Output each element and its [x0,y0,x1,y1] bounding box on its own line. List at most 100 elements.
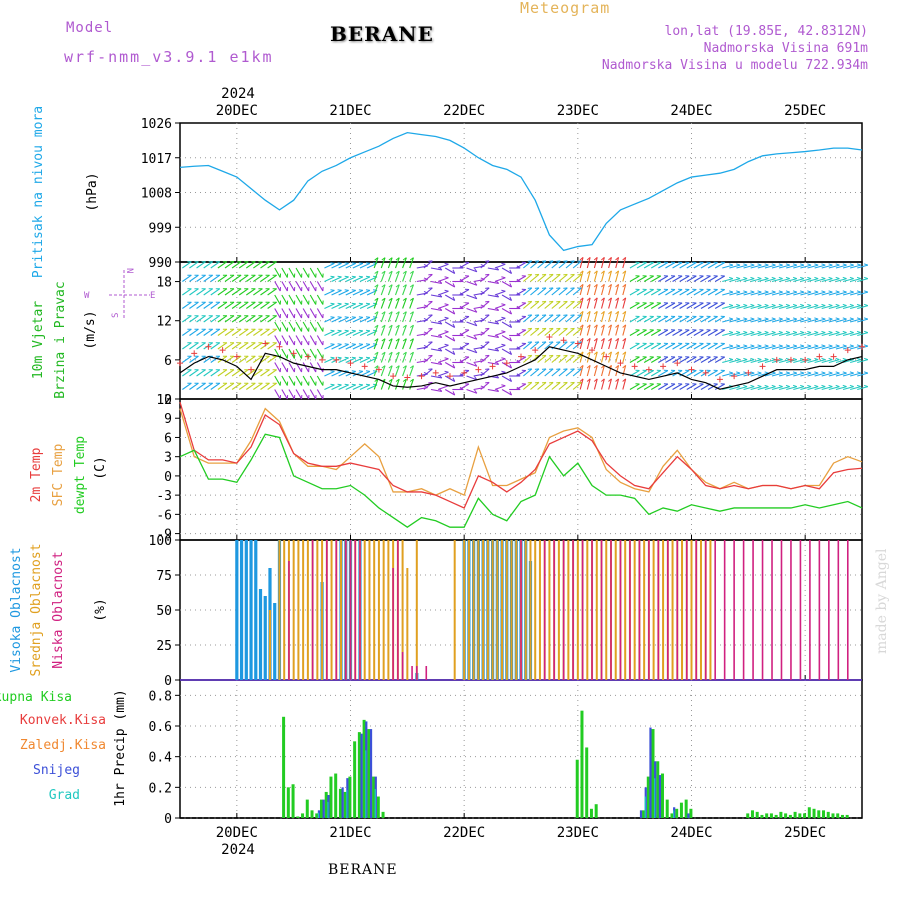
wind-barb-head [452,377,456,382]
wind-barb [480,301,490,309]
wind-barb [636,329,647,336]
wind-barb [345,289,356,296]
wind-barb [430,375,442,379]
wind-barb [245,301,256,309]
wind-barb-head [750,290,755,293]
wind-barb [764,386,776,391]
wind-barb [437,371,449,377]
wind-barb [224,342,235,350]
wind-barb-head [743,263,748,266]
mid-cloud-bar [538,540,541,680]
wind-barb [494,344,506,350]
total-precip-bar [803,813,807,818]
wind-barb-head [593,337,598,342]
high-cloud-bar [244,540,248,680]
wind-barb-head [728,303,734,307]
wind-barb-head [337,262,342,264]
wind-barb-head [351,302,356,305]
wind-barb [359,303,371,309]
wind-barb [771,332,783,337]
y-tick-label: -3 [156,489,172,504]
wind-barb [686,316,697,323]
wind-barb-head [381,311,386,315]
wind-barb [245,342,256,350]
wind-barb [729,264,741,269]
wind-barb [316,389,324,400]
wind-barb [629,356,640,363]
total-precip-bar [660,773,664,818]
wind-barb [537,260,547,269]
wind-barb-head [509,283,513,288]
wind-barb [245,328,256,336]
wind-barb [409,338,414,350]
mid-cloud-bar [292,540,295,680]
wind-barb-head [395,365,400,369]
wind-barb [309,389,317,400]
wind-barb [544,260,554,269]
mid-cloud-bar [268,610,271,680]
wind-barb-head [743,344,748,347]
wind-barb-head [856,290,861,293]
wind-barb [850,372,861,377]
low-cloud-bar [752,540,754,680]
wind-barb [828,291,840,296]
bottom-day-label: 23DEC [557,825,599,841]
wind-barb-head [622,270,626,274]
wind-barb-head [365,289,371,291]
mid-cloud-bar [453,540,456,680]
wind-barb [331,276,342,282]
total-precip-bar [760,814,764,818]
wind-barb-head [365,316,371,318]
total-precip-bar [372,776,376,818]
wind-barb [814,264,826,269]
total-precip-bar [594,804,598,818]
wind-barb-head [771,384,776,388]
wind-barb-head [842,290,847,293]
wind-barb [295,294,303,305]
wind-barb [288,308,295,319]
wind-barb-head [374,311,379,315]
wind-barb [217,315,228,323]
wind-barb-head [358,302,363,305]
wind-barb [814,345,826,350]
wind-barb-head [764,263,769,266]
wind-barb [793,372,805,377]
gust-marker [589,347,596,354]
mid-cloud-bar [529,540,532,680]
wind-barb [665,329,676,336]
wind-barb [409,324,414,336]
high-cloud-bar [258,589,263,680]
wind-barb [650,329,662,336]
wind-barb [850,278,861,283]
wind-barb [714,370,725,377]
wind-barb-head [501,370,506,373]
wind-barb [231,315,242,323]
wind-barb [750,278,762,283]
wind-barb-head [615,351,619,355]
mid-cloud-bar [377,540,380,680]
wind-barb [750,318,762,323]
top-day-label: 23DEC [557,103,599,119]
total-precip-bar [665,799,669,818]
wind-barb-head [381,324,386,328]
wind-barb [523,287,533,296]
wind-barb-head [750,303,755,307]
wind-barb [857,332,869,337]
wind-barb [665,356,676,363]
gust-marker [546,334,553,341]
wind-barb-head [757,384,762,388]
wind-barb [722,332,734,337]
precip-panel-labels: Ukupna Kisa Konvek.Kisa Zaledj.Kisa Snij… [0,689,128,806]
top-day-label: 21DEC [329,103,371,119]
wind-barb [835,372,847,377]
wind-barb [579,257,584,269]
model-name: wrf-nmm_v3.9.1 e1km [64,48,274,66]
wind-barb-head [330,316,335,318]
gust-marker [830,353,837,360]
wind-barb-head [344,275,349,278]
wind-barb [203,369,214,377]
mid-cloud-bar [491,540,494,680]
wind-barb [544,314,554,323]
wind-barb-head [750,330,755,334]
wind-barb-head [388,351,393,355]
